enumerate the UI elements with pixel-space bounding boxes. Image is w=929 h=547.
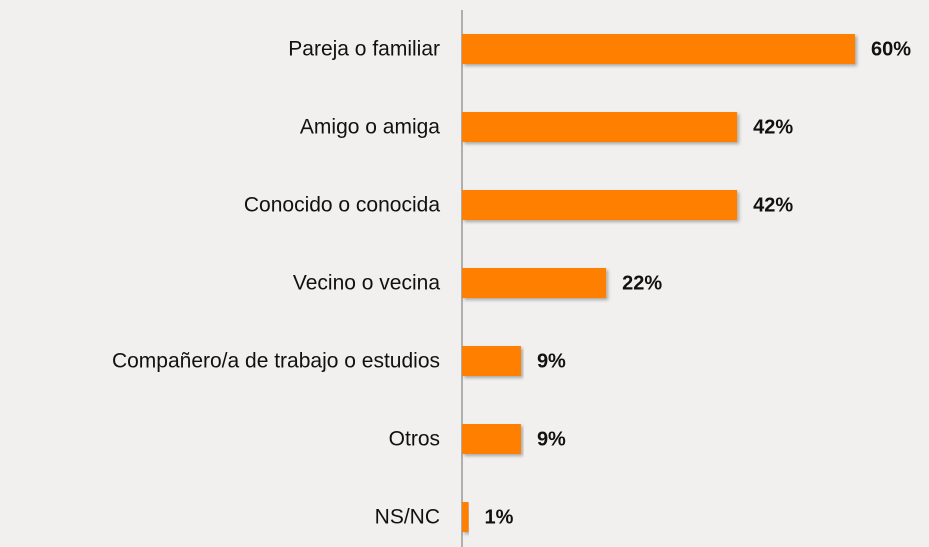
category-label: Vecino o vecina bbox=[293, 272, 440, 295]
category-label: NS/NC bbox=[375, 506, 440, 529]
bar bbox=[462, 502, 469, 532]
bar bbox=[462, 112, 738, 142]
value-label: 42% bbox=[753, 194, 793, 216]
category-label: Compañero/a de trabajo o estudios bbox=[112, 350, 440, 373]
bar bbox=[462, 346, 521, 376]
bar bbox=[462, 34, 855, 64]
value-label: 9% bbox=[537, 428, 566, 450]
bar bbox=[462, 424, 521, 454]
value-label: 22% bbox=[622, 272, 662, 294]
category-label: Pareja o familiar bbox=[288, 38, 440, 61]
category-label: Conocido o conocida bbox=[244, 194, 440, 217]
value-label: 60% bbox=[871, 38, 911, 60]
value-label: 1% bbox=[485, 506, 514, 528]
bar bbox=[462, 190, 738, 220]
category-label: Amigo o amiga bbox=[300, 116, 440, 139]
value-label: 42% bbox=[753, 116, 793, 138]
bar bbox=[462, 268, 607, 298]
value-label: 9% bbox=[537, 350, 566, 372]
category-label: Otros bbox=[389, 428, 440, 451]
